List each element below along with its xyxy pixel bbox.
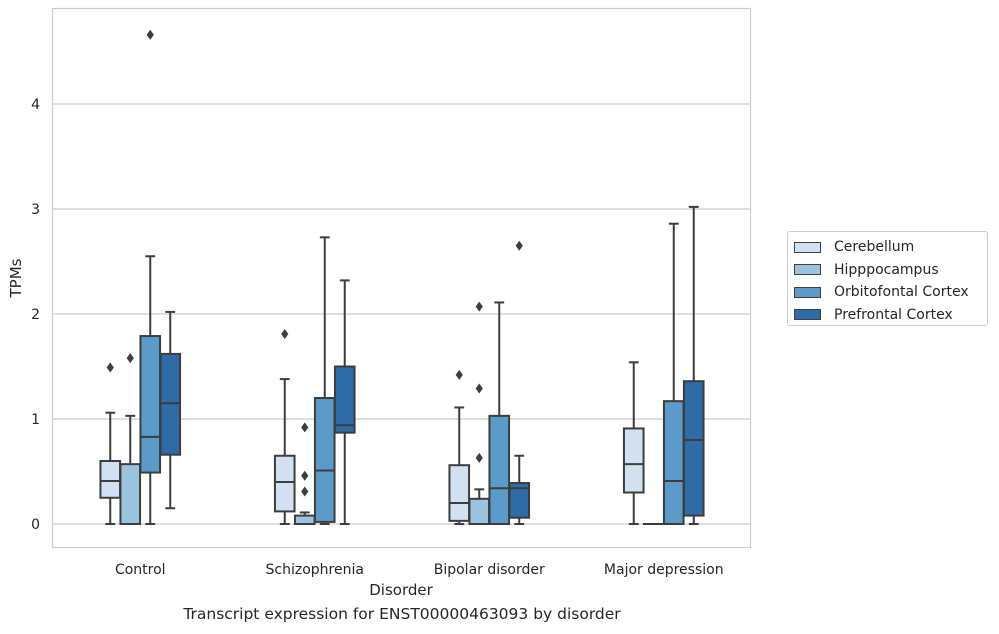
boxes — [99, 29, 705, 526]
x-axis-label: Disorder — [369, 581, 433, 599]
box-iqr — [682, 380, 705, 517]
figure-caption: Transcript expression for ENST0000046309… — [183, 605, 621, 623]
box-cerebellum — [448, 369, 471, 525]
outlier-point — [146, 29, 154, 40]
box-iqr — [99, 460, 122, 499]
box-prefrontal-cortex — [682, 205, 705, 525]
box-iqr — [622, 427, 645, 494]
y-tick-label: 2 — [31, 307, 40, 323]
x-tick-labels: Control Schizophrenia Bipolar disorder Majo… — [115, 562, 724, 578]
x-tick-label: Major depression — [604, 562, 724, 578]
box-hipppocampus — [468, 301, 491, 525]
box-iqr — [293, 514, 316, 525]
y-tick-label: 1 — [31, 412, 40, 428]
box-prefrontal-cortex — [159, 310, 182, 510]
box-orbitofontal-cortex — [313, 236, 336, 525]
box-iqr — [662, 400, 685, 525]
legend-label: Prefrontal Cortex — [834, 306, 953, 323]
outlier-point — [281, 328, 289, 339]
y-tick-label: 4 — [31, 97, 40, 113]
outlier-point — [475, 301, 483, 312]
box-hipppocampus — [293, 422, 316, 525]
legend-swatch — [794, 286, 821, 298]
x-tick-label: Bipolar disorder — [434, 562, 545, 578]
box-iqr — [488, 414, 511, 526]
outlier-point — [475, 452, 483, 463]
box-iqr — [273, 454, 296, 513]
box-prefrontal-cortex — [333, 279, 356, 525]
legend-item: Prefrontal Cortex — [794, 304, 987, 327]
outlier-point — [301, 422, 309, 433]
outlier-point — [301, 470, 309, 481]
outlier-point — [126, 353, 134, 364]
y-axis-label: TPMs — [7, 258, 25, 298]
legend-item: Orbitofontal Cortex — [794, 281, 987, 304]
outlier-point — [475, 383, 483, 394]
box-cerebellum — [99, 362, 122, 525]
legend-swatch — [794, 309, 821, 321]
legend-label: Hipppocampus — [834, 261, 939, 278]
legend-swatch — [794, 264, 821, 276]
plot-frame — [51, 7, 752, 549]
box-iqr — [508, 482, 531, 519]
box-iqr — [119, 463, 142, 525]
y-tick-label: 3 — [31, 202, 40, 218]
legend-label: Cerebellum — [834, 239, 915, 256]
y-tick-label: 0 — [31, 517, 40, 533]
legend-item: Hipppocampus — [794, 259, 987, 282]
legend: Cerebellum Hipppocampus Orbitofontal Corte… — [787, 231, 988, 326]
x-tick-label: Schizophrenia — [266, 562, 364, 578]
outlier-point — [455, 369, 463, 380]
box-iqr — [139, 335, 162, 474]
legend-label: Orbitofontal Cortex — [834, 284, 969, 301]
box-orbitofontal-cortex — [488, 301, 511, 526]
x-tick-label: Control — [115, 562, 166, 578]
legend-swatch — [794, 241, 821, 253]
box-iqr — [333, 365, 356, 434]
box-iqr — [159, 352, 182, 456]
box-orbitofontal-cortex — [662, 222, 685, 525]
outlier-point — [301, 486, 309, 497]
box-prefrontal-cortex — [508, 240, 531, 525]
box-hipppocampus — [119, 353, 142, 525]
box-iqr — [313, 397, 336, 523]
outlier-point — [106, 362, 114, 373]
box-iqr — [448, 464, 471, 522]
box-iqr — [468, 497, 491, 525]
box-cerebellum — [273, 328, 296, 525]
box-cerebellum — [622, 361, 645, 525]
outlier-point — [515, 240, 523, 251]
legend-item: Cerebellum — [794, 236, 987, 259]
y-tick-labels: 0 1 2 3 4 — [31, 97, 40, 533]
